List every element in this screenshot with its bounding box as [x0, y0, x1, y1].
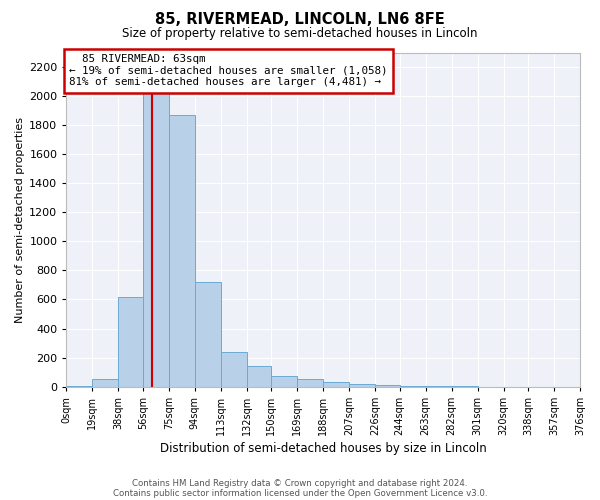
Bar — [297, 380, 323, 386]
Bar — [169, 115, 195, 386]
Bar — [323, 382, 349, 386]
Bar — [118, 296, 143, 386]
Bar — [221, 352, 247, 386]
Y-axis label: Number of semi-detached properties: Number of semi-detached properties — [15, 116, 25, 322]
Text: 85 RIVERMEAD: 63sqm
← 19% of semi-detached houses are smaller (1,058)
81% of sem: 85 RIVERMEAD: 63sqm ← 19% of semi-detach… — [69, 54, 388, 88]
Text: Contains public sector information licensed under the Open Government Licence v3: Contains public sector information licen… — [113, 488, 487, 498]
Bar — [271, 376, 297, 386]
Bar — [195, 282, 221, 387]
Text: Contains HM Land Registry data © Crown copyright and database right 2024.: Contains HM Land Registry data © Crown c… — [132, 478, 468, 488]
Text: Size of property relative to semi-detached houses in Lincoln: Size of property relative to semi-detach… — [122, 28, 478, 40]
Bar — [247, 366, 271, 386]
X-axis label: Distribution of semi-detached houses by size in Lincoln: Distribution of semi-detached houses by … — [160, 442, 487, 455]
Bar — [349, 384, 375, 386]
Text: 85, RIVERMEAD, LINCOLN, LN6 8FE: 85, RIVERMEAD, LINCOLN, LN6 8FE — [155, 12, 445, 28]
Bar — [143, 67, 169, 386]
Bar — [92, 380, 118, 386]
